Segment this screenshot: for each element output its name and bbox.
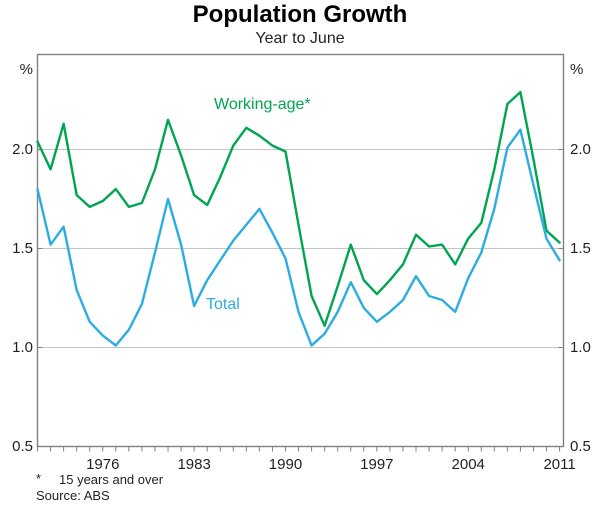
y-axis-label-right-2.0: 2.0 <box>570 140 591 158</box>
y-axis-label-right-1.5: 1.5 <box>570 239 591 257</box>
y-axis-label-left-1.0: 1.0 <box>12 338 33 356</box>
source-note: Source: ABS <box>36 488 110 503</box>
plot-border <box>36 53 565 448</box>
x-axis-label-1976: 1976 <box>86 456 120 473</box>
x-axis-label-2011: 2011 <box>543 456 576 473</box>
chart-title: Population Growth <box>192 1 408 28</box>
total-line <box>36 128 561 347</box>
working-age-line <box>36 90 561 327</box>
working-age-series-label: Working-age* <box>214 96 311 113</box>
x-axis-label-1983: 1983 <box>177 456 211 473</box>
y-axis-unit-left: % <box>19 61 33 78</box>
x-axis-label-2004: 2004 <box>451 456 485 473</box>
chart-subtitle: Year to June <box>255 30 345 47</box>
y-axis-unit-right: % <box>570 61 584 78</box>
x-axis-label-1997: 1997 <box>360 456 394 473</box>
x-axis-label-1990: 1990 <box>268 456 303 473</box>
y-axis-label-right-0.5: 0.5 <box>570 437 591 455</box>
total-series-label: Total <box>206 296 240 313</box>
footnote-marker: * <box>36 471 42 486</box>
y-axis-label-left-0.5: 0.5 <box>12 437 33 455</box>
footnote-text: 15 years and over <box>59 472 164 487</box>
y-axis-label-left-2.0: 2.0 <box>12 140 33 158</box>
y-axis-label-right-1.0: 1.0 <box>570 338 591 356</box>
y-axis-label-left-1.5: 1.5 <box>12 239 33 257</box>
